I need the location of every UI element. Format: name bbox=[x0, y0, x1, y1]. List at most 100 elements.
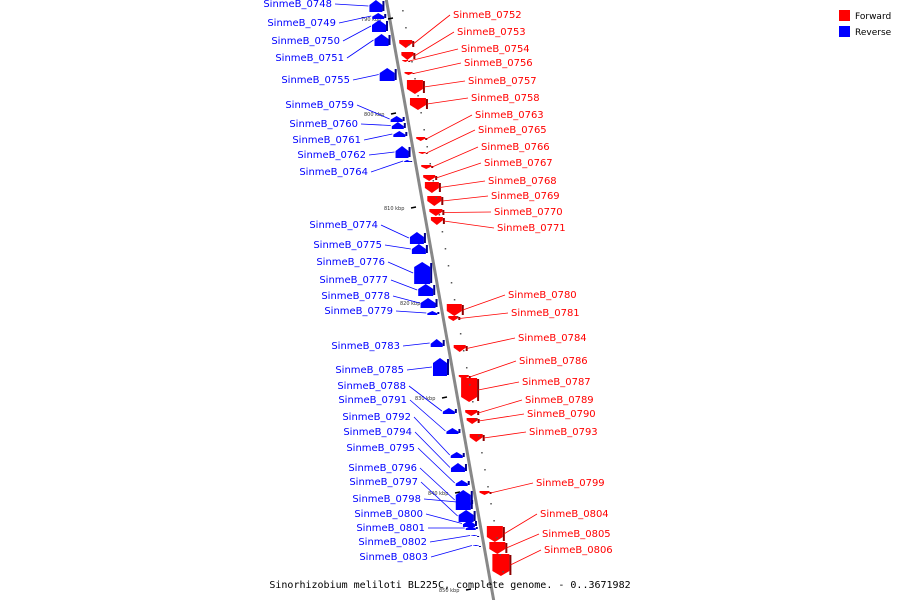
gene-sinmeb-0770[interactable]: SinmeB_0770 bbox=[429, 207, 563, 218]
gene-sinmeb-0804[interactable]: SinmeB_0804 bbox=[486, 509, 609, 542]
gene-sinmeb-0784[interactable]: SinmeB_0784 bbox=[453, 333, 587, 352]
gene-body[interactable] bbox=[401, 52, 414, 60]
gene-sinmeb-0783[interactable]: SinmeB_0783 bbox=[331, 339, 445, 352]
gene-body[interactable] bbox=[411, 244, 426, 254]
gene-body[interactable] bbox=[461, 378, 478, 402]
gene-body[interactable] bbox=[393, 131, 406, 137]
gene-sinmeb-0795[interactable]: SinmeB_0795 bbox=[346, 443, 470, 486]
gene-body[interactable] bbox=[479, 491, 490, 495]
gene-sinmeb-0780[interactable]: SinmeB_0780 bbox=[446, 290, 577, 316]
gene-body[interactable] bbox=[427, 311, 438, 315]
gene-body[interactable] bbox=[395, 146, 409, 158]
gene-body[interactable] bbox=[430, 217, 443, 225]
gene-sinmeb-0753[interactable]: SinmeB_0753 bbox=[401, 27, 526, 60]
gene-body[interactable] bbox=[486, 526, 503, 542]
gene-body[interactable] bbox=[471, 535, 478, 536]
gene-sinmeb-0758[interactable]: SinmeB_0758 bbox=[409, 93, 540, 110]
gene-body[interactable] bbox=[404, 160, 411, 162]
gene-body[interactable] bbox=[374, 34, 389, 46]
gene-sinmeb-0779[interactable]: SinmeB_0779 bbox=[324, 306, 440, 317]
gene-sinmeb-0800[interactable]: SinmeB_0800 bbox=[354, 509, 477, 527]
gene-sinmeb-0757[interactable]: SinmeB_0757 bbox=[406, 76, 537, 94]
gene-body[interactable] bbox=[469, 434, 483, 442]
gene-sinmeb-0801[interactable]: SinmeB_0801 bbox=[356, 523, 478, 534]
gene-body[interactable] bbox=[372, 13, 385, 19]
gene-body[interactable] bbox=[453, 345, 466, 352]
gene-sinmeb-0763[interactable]: SinmeB_0763 bbox=[416, 110, 544, 141]
gene-sinmeb-0794[interactable]: SinmeB_0794 bbox=[343, 427, 467, 472]
gene-sinmeb-0803[interactable]: SinmeB_0803 bbox=[359, 545, 481, 563]
gene-sinmeb-0764[interactable]: SinmeB_0764 bbox=[299, 160, 413, 178]
gene-body[interactable] bbox=[418, 284, 434, 296]
gene-sinmeb-0752[interactable]: SinmeB_0752 bbox=[399, 10, 522, 48]
gene-body[interactable] bbox=[423, 175, 436, 181]
gene-sinmeb-0759[interactable]: SinmeB_0759 bbox=[285, 100, 405, 122]
gene-sinmeb-0778[interactable]: SinmeB_0778 bbox=[321, 291, 438, 308]
gene-body[interactable] bbox=[472, 545, 479, 546]
gene-body[interactable] bbox=[418, 152, 426, 154]
gene-sinmeb-0788[interactable]: SinmeB_0788 bbox=[337, 381, 457, 414]
gene-body[interactable] bbox=[458, 510, 474, 522]
gene-sinmeb-0802[interactable]: SinmeB_0802 bbox=[358, 535, 480, 548]
gene-sinmeb-0781[interactable]: SinmeB_0781 bbox=[448, 308, 580, 321]
gene-body[interactable] bbox=[466, 418, 478, 424]
gene-sinmeb-0792[interactable]: SinmeB_0792 bbox=[342, 412, 465, 458]
gene-body[interactable] bbox=[450, 463, 465, 472]
gene-body[interactable] bbox=[427, 196, 442, 206]
gene-body[interactable] bbox=[372, 20, 387, 32]
gene-body[interactable] bbox=[399, 40, 413, 48]
gene-sinmeb-0750[interactable]: SinmeB_0750 bbox=[271, 20, 389, 47]
gene-sinmeb-0805[interactable]: SinmeB_0805 bbox=[489, 529, 611, 554]
gene-sinmeb-0767[interactable]: SinmeB_0767 bbox=[423, 158, 553, 181]
gene-sinmeb-0789[interactable]: SinmeB_0789 bbox=[465, 395, 594, 416]
gene-body[interactable] bbox=[421, 165, 432, 169]
gene-sinmeb-0799[interactable]: SinmeB_0799 bbox=[479, 478, 605, 495]
gene-body[interactable] bbox=[406, 80, 423, 94]
gene-body[interactable] bbox=[414, 262, 431, 284]
gene-sinmeb-0749[interactable]: SinmeB_0749 bbox=[267, 13, 387, 29]
gene-body[interactable] bbox=[462, 520, 475, 527]
gene-body[interactable] bbox=[492, 554, 510, 576]
gene-body[interactable] bbox=[379, 68, 395, 81]
gene-sinmeb-0797[interactable]: SinmeB_0797 bbox=[349, 477, 476, 522]
gene-body[interactable] bbox=[432, 358, 447, 376]
gene-sinmeb-0766[interactable]: SinmeB_0766 bbox=[421, 142, 550, 169]
gene-body[interactable] bbox=[489, 542, 506, 554]
gene-body[interactable] bbox=[424, 182, 439, 193]
gene-body[interactable] bbox=[458, 499, 472, 505]
gene-sinmeb-0785[interactable]: SinmeB_0785 bbox=[335, 358, 449, 376]
gene-sinmeb-0771[interactable]: SinmeB_0771 bbox=[430, 217, 566, 234]
gene-sinmeb-0786[interactable]: SinmeB_0786 bbox=[458, 356, 588, 379]
gene-body[interactable] bbox=[404, 72, 413, 75]
gene-body[interactable] bbox=[448, 316, 459, 321]
gene-sinmeb-0756[interactable]: SinmeB_0756 bbox=[404, 58, 533, 75]
gene-body[interactable] bbox=[420, 298, 436, 308]
gene-sinmeb-0751[interactable]: SinmeB_0751 bbox=[275, 34, 391, 64]
gene-sinmeb-0769[interactable]: SinmeB_0769 bbox=[427, 191, 560, 206]
gene-sinmeb-0777[interactable]: SinmeB_0777 bbox=[319, 275, 436, 296]
gene-sinmeb-0761[interactable]: SinmeB_0761 bbox=[292, 131, 408, 146]
gene-sinmeb-0787[interactable]: SinmeB_0787 bbox=[461, 377, 591, 402]
gene-body[interactable] bbox=[446, 304, 462, 316]
gene-body[interactable] bbox=[465, 410, 478, 416]
gene-body[interactable] bbox=[402, 60, 409, 62]
gene-sinmeb-0793[interactable]: SinmeB_0793 bbox=[469, 427, 598, 442]
gene-body[interactable] bbox=[442, 408, 455, 414]
gene-body[interactable] bbox=[409, 98, 426, 110]
gene-sinmeb-0791[interactable]: SinmeB_0791 bbox=[338, 395, 461, 434]
gene-body[interactable] bbox=[391, 122, 404, 129]
gene-sinmeb-0775[interactable]: SinmeB_0775 bbox=[313, 240, 428, 254]
gene-sinmeb-0748[interactable]: SinmeB_0748 bbox=[263, 0, 385, 12]
gene-body[interactable] bbox=[450, 452, 463, 458]
gene-body[interactable] bbox=[458, 375, 469, 379]
gene-sinmeb-0755[interactable]: SinmeB_0755 bbox=[281, 68, 397, 86]
gene-sinmeb-0798[interactable]: SinmeB_0798 bbox=[352, 494, 474, 505]
gene-sinmeb-0768[interactable]: SinmeB_0768 bbox=[424, 176, 557, 193]
gene-sinmeb-0765[interactable]: SinmeB_0765 bbox=[418, 125, 547, 154]
gene-sinmeb-0806[interactable]: SinmeB_0806 bbox=[492, 545, 613, 576]
gene-sinmeb-0776[interactable]: SinmeB_0776 bbox=[316, 257, 433, 284]
gene-sinmeb-0760[interactable]: SinmeB_0760 bbox=[289, 119, 406, 130]
gene-body[interactable] bbox=[409, 232, 424, 244]
gene-sinmeb-0790[interactable]: SinmeB_0790 bbox=[466, 409, 596, 424]
gene-body[interactable] bbox=[390, 116, 403, 122]
